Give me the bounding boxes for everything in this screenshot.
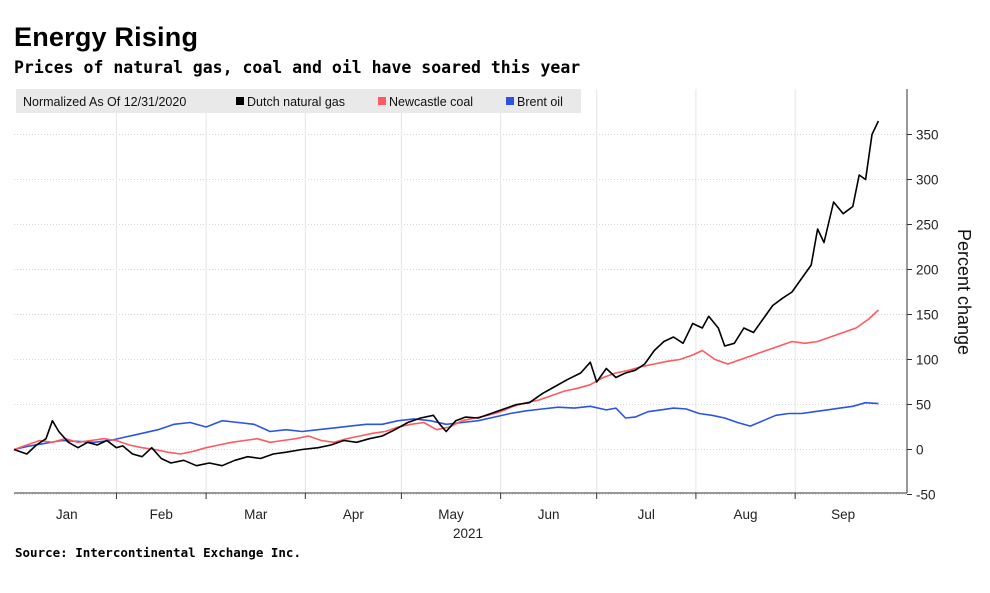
y-tick-label: 300 xyxy=(916,173,939,188)
chart-subtitle: Prices of natural gas, coal and oil have… xyxy=(14,58,581,77)
legend-label: Brent oil xyxy=(517,95,563,109)
x-tick-label: Mar xyxy=(244,507,268,522)
chart-title: Energy Rising xyxy=(14,22,199,52)
axes: Jan Feb Mar Apr May Jun Jul Aug Sep -50 0 50 100 150 2… xyxy=(14,89,939,522)
grid-lines xyxy=(14,89,907,495)
x-tick-label: Apr xyxy=(343,507,365,522)
x-tick-label: May xyxy=(438,507,464,522)
legend-swatch xyxy=(236,97,244,105)
series-line-brent-oil xyxy=(13,401,879,451)
series-line-dutch-natural-gas xyxy=(13,120,880,467)
x-tick-label: Feb xyxy=(150,507,173,522)
legend: Normalized As Of 12/31/2020 Dutch natura… xyxy=(16,89,581,113)
legend-swatch xyxy=(506,97,514,105)
legend-note: Normalized As Of 12/31/2020 xyxy=(23,95,186,109)
y-tick-label: 350 xyxy=(916,128,939,143)
y-tick-label: 200 xyxy=(916,263,939,278)
x-tick-label: Aug xyxy=(734,507,758,522)
y-tick-label: 250 xyxy=(916,218,939,233)
source-note: Source: Intercontinental Exchange Inc. xyxy=(15,545,301,560)
x-axis-year-label: 2021 xyxy=(453,526,483,541)
x-tick-label: Jun xyxy=(538,507,560,522)
series-layer xyxy=(13,120,880,467)
x-tick-label: Sep xyxy=(831,507,855,522)
y-axis-title: Percent change xyxy=(954,229,974,355)
y-tick-label: 150 xyxy=(916,308,939,323)
legend-label: Newcastle coal xyxy=(389,95,473,109)
y-tick-label: 0 xyxy=(916,443,924,458)
x-tick-label: Jan xyxy=(56,507,78,522)
y-tick-label: 100 xyxy=(916,353,939,368)
legend-label: Dutch natural gas xyxy=(247,95,345,109)
y-tick-label: -50 xyxy=(916,488,936,503)
legend-swatch xyxy=(378,97,386,105)
y-tick-label: 50 xyxy=(916,398,931,413)
legend-items: Dutch natural gas Newcastle coal Brent oil xyxy=(236,95,563,109)
x-tick-label: Jul xyxy=(638,507,655,522)
legend-background xyxy=(16,89,581,113)
